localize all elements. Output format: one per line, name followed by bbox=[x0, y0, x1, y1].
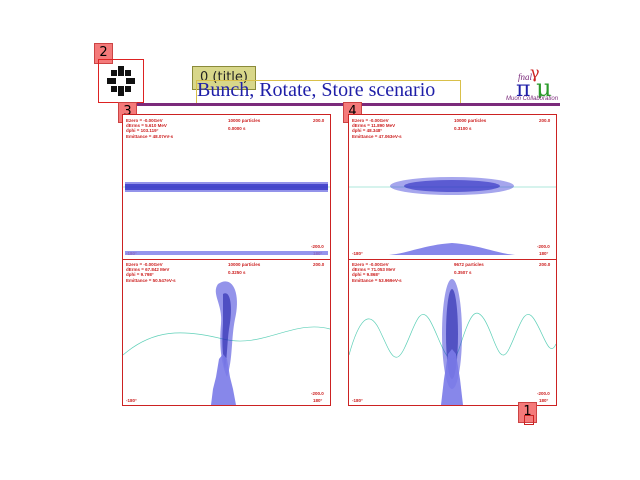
svg-text:γ: γ bbox=[530, 64, 540, 82]
x-max-label: 180° bbox=[539, 398, 549, 403]
stat-block: Ezero = -0.00GeV dErms = 71.053 MeV dphi… bbox=[352, 262, 402, 283]
left-panel[interactable]: Ezero = -0.00GeV dErms = 5.610 MeV dphi … bbox=[122, 114, 331, 406]
mu-glyph: μ bbox=[536, 74, 552, 98]
x-min-label: -180° bbox=[352, 251, 363, 256]
y-max-label: 200.0 bbox=[313, 118, 325, 123]
y-min-label: -200.0 bbox=[537, 391, 550, 396]
particle-count: 10000 particles bbox=[228, 262, 261, 267]
y-max-label: 200.0 bbox=[539, 262, 551, 267]
svg-text:fnal: fnal bbox=[518, 72, 533, 82]
phase-space-plot bbox=[123, 281, 330, 405]
lab-logo-frame[interactable] bbox=[98, 59, 144, 103]
phase-space-plot bbox=[349, 177, 556, 255]
y-max-label: 200.0 bbox=[539, 118, 551, 123]
x-max-label: 180° bbox=[313, 398, 323, 403]
title-rule bbox=[120, 103, 560, 106]
x-min-label: -180° bbox=[126, 398, 137, 403]
marker-2: 2 bbox=[94, 43, 113, 64]
phase-space-plot bbox=[349, 279, 556, 405]
stat-block: Ezero = -0.00GeV dErms = 67.842 MeV dphi… bbox=[126, 262, 176, 283]
time-label: 0.3100 s bbox=[454, 126, 472, 131]
time-label: 0.0000 s bbox=[228, 126, 246, 131]
y-min-label: -200.0 bbox=[311, 244, 324, 249]
x-min-label: -180° bbox=[352, 398, 363, 403]
particle-count: 10000 particles bbox=[228, 118, 261, 123]
window-corner-icon[interactable] bbox=[524, 415, 534, 425]
title-marker: 0 (title) bbox=[192, 66, 256, 90]
time-label: 0.3507 s bbox=[454, 270, 472, 275]
svg-text:π: π bbox=[516, 77, 530, 98]
left-bottom-plot: Ezero = -0.00GeV dErms = 67.842 MeV dphi… bbox=[123, 259, 330, 405]
x-max-label: 180° bbox=[539, 251, 549, 256]
particle-count: 9672 particles bbox=[454, 262, 484, 267]
slide-title: Bunch, Rotate, Store scenario bbox=[197, 79, 436, 101]
time-label: 0.3250 s bbox=[228, 270, 246, 275]
logo-caption: Muon Collaboration bbox=[506, 96, 559, 102]
y-min-label: -200.0 bbox=[537, 244, 550, 249]
stat-block: Ezero = -0.00GeV dErms = 5.610 MeV dphi … bbox=[126, 118, 174, 139]
right-top-plot: Ezero = -0.00GeV dErms = 11.890 MeV dphi… bbox=[349, 115, 556, 260]
y-max-label: 200.0 bbox=[313, 262, 325, 267]
right-bottom-plot: Ezero = -0.00GeV dErms = 71.053 MeV dphi… bbox=[349, 259, 556, 405]
right-panel[interactable]: Ezero = -0.00GeV dErms = 11.890 MeV dphi… bbox=[348, 114, 557, 406]
y-min-label: -200.0 bbox=[311, 391, 324, 396]
left-top-plot: Ezero = -0.00GeV dErms = 5.610 MeV dphi … bbox=[123, 115, 330, 260]
lab-logo-icon bbox=[107, 66, 135, 96]
phase-space-plot bbox=[123, 182, 330, 255]
stat-block: Ezero = -0.00GeV dErms = 11.890 MeV dphi… bbox=[352, 118, 402, 139]
marker-1: 1 bbox=[518, 402, 537, 423]
muon-collaboration-logo-icon: fnal π γ μ bbox=[516, 64, 552, 98]
particle-count: 10000 particles bbox=[454, 118, 487, 123]
